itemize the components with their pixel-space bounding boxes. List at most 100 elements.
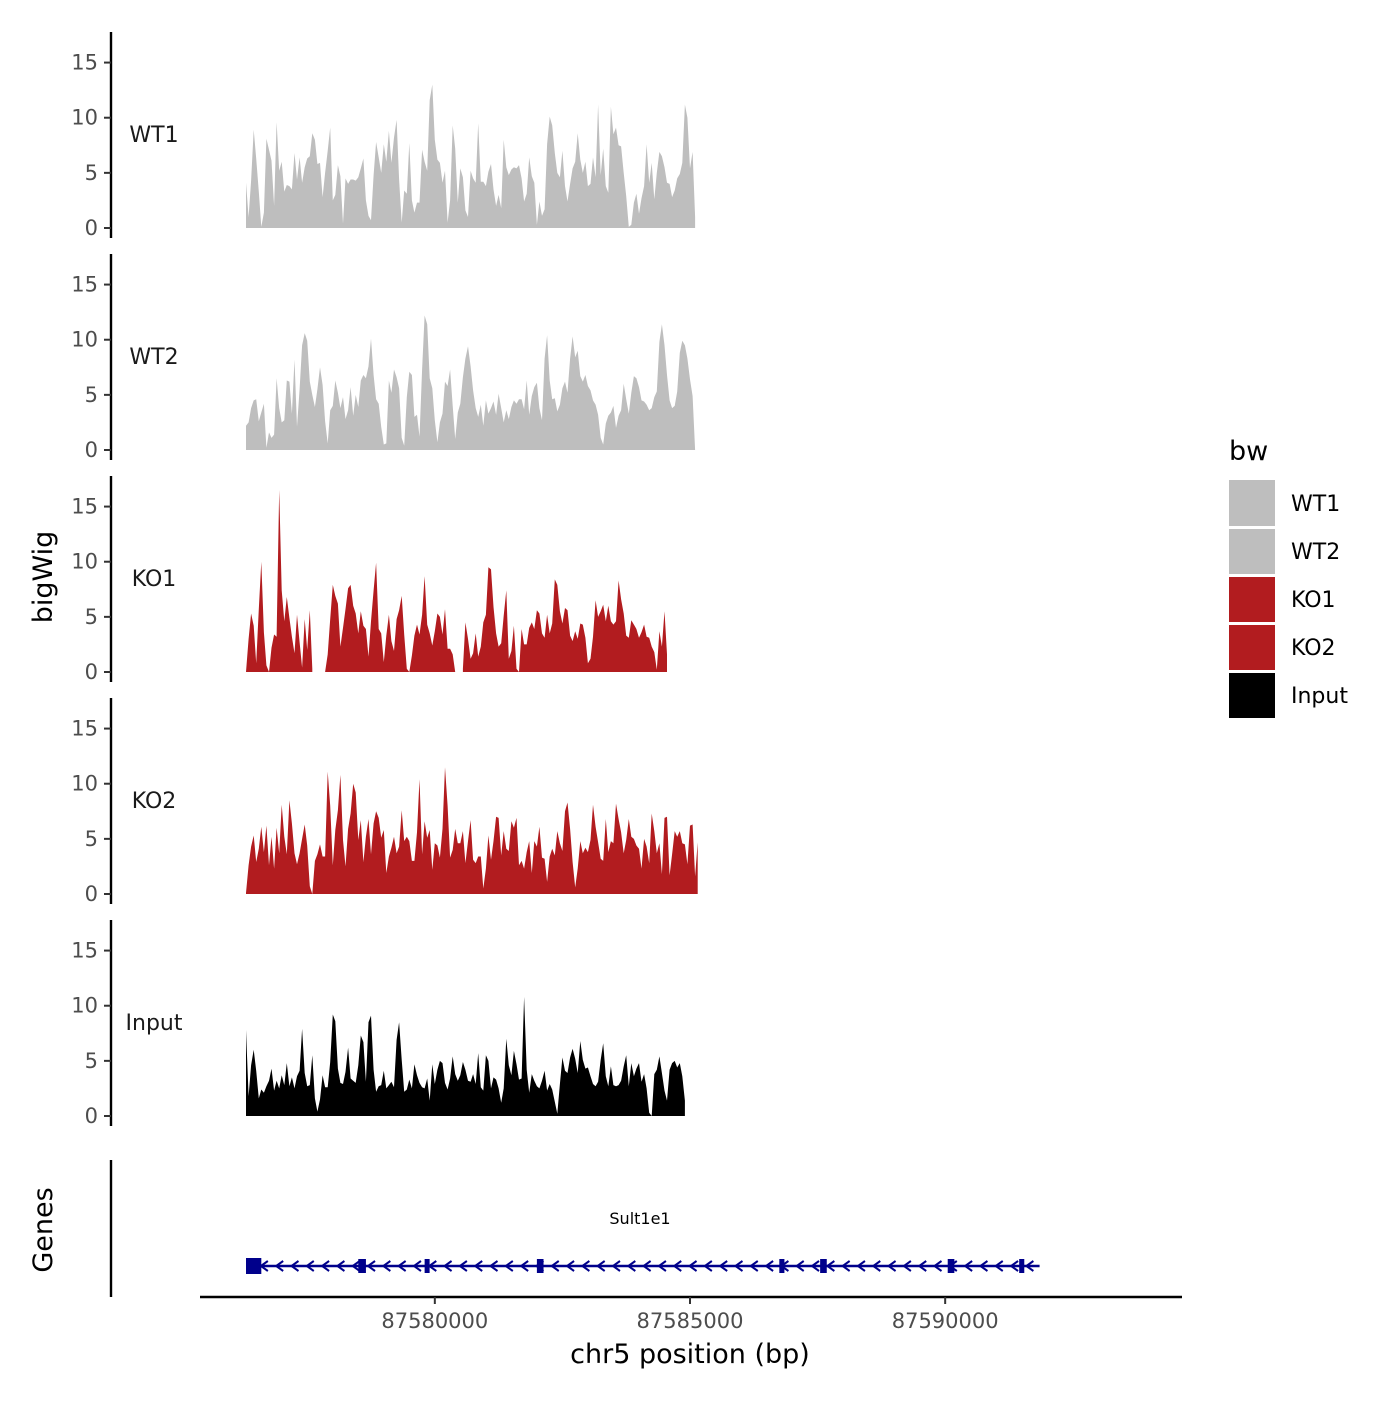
strand-arrow [795,1260,805,1272]
strand-arrow [412,1260,422,1272]
legend-title: bw [1229,436,1268,467]
coverage-area-ko2 [246,767,698,894]
y-tick-label: 15 [71,273,98,297]
y-tick-label: 0 [85,216,98,240]
strand-arrow [840,1260,851,1272]
strand-arrow [718,1260,728,1272]
strand-arrow [764,1260,774,1272]
gene-exon [536,1259,544,1273]
y-tick-label: 0 [85,882,98,906]
track-panels: 0 5 10 15 WT1 0 5 10 15 WT2 0 5 10 15 KO1 0 5 10 15 KO2 0 5 10… [71,32,698,1128]
coverage-area-wt1 [246,84,696,228]
strand-arrow [565,1260,575,1272]
y-tick-label: 5 [85,605,98,629]
legend-label-wt1: WT1 [1291,492,1340,517]
strand-arrow [550,1260,560,1272]
genes-axis-title: Genes [28,1187,59,1272]
x-tick-label: 87590000 [892,1309,999,1333]
y-tick-label: 15 [71,939,98,963]
x-tick-label: 87580000 [381,1309,488,1333]
gene-exon [779,1259,785,1273]
strand-arrow [978,1260,989,1272]
strand-arrow [396,1260,407,1272]
strand-arrow [335,1260,345,1272]
strand-arrow [856,1260,866,1272]
strand-arrow [1024,1260,1034,1272]
legend-swatch-wt2 [1229,528,1275,574]
y-tick-label: 5 [85,383,98,407]
y-axis-title: bigWig [28,531,59,624]
legend-items: WT1 WT2 KO1 KO2 Input [1229,480,1348,718]
gene-exon [947,1259,955,1273]
strand-arrow [458,1260,468,1272]
strand-arrow [473,1260,483,1272]
strand-arrow [825,1260,835,1272]
coverage-area-wt2 [246,315,696,450]
y-tick-label: 10 [71,328,98,352]
strand-arrow [595,1260,606,1272]
gene-label: Sult1e1 [609,1209,670,1228]
y-tick-label: 0 [85,1104,98,1128]
panel-ko2: 0 5 10 15 KO2 [71,698,698,906]
legend-label-input: Input [1291,684,1348,709]
strand-arrow [381,1260,391,1272]
x-ticks: 87580000 87585000 87590000 [381,1297,999,1333]
panel-label-wt1: WT1 [129,123,178,148]
panel-label-ko1: KO1 [132,567,177,592]
x-axis: 87580000 87585000 87590000 chr5 position (… [200,1295,1182,1370]
strand-arrow [611,1260,621,1272]
strand-arrow [305,1260,315,1272]
legend-swatch-input [1229,672,1275,718]
legend-swatch-ko1 [1229,576,1275,622]
gene-exon [246,1258,262,1274]
strand-arrow [274,1260,284,1272]
genes-track: Sult1e1 [109,1160,1040,1297]
gene-exon [1019,1259,1025,1273]
y-tick-label: 15 [71,495,98,519]
strand-arrow [641,1260,652,1272]
panel-label-input: Input [126,1011,183,1036]
y-tick-label: 10 [71,772,98,796]
strand-arrow [580,1260,590,1272]
panel-wt2: 0 5 10 15 WT2 [71,254,696,462]
panel-wt1: 0 5 10 15 WT1 [71,32,696,240]
strand-arrow [519,1260,529,1272]
legend-label-ko1: KO1 [1291,588,1336,613]
strand-arrow [932,1260,943,1272]
strand-arrow [886,1260,897,1272]
legend-label-ko2: KO2 [1291,636,1336,661]
x-tick-label: 87585000 [637,1309,744,1333]
panel-label-ko2: KO2 [132,789,177,814]
coverage-area-input [246,996,685,1116]
strand-arrow [442,1260,453,1272]
strand-arrow [351,1260,361,1272]
gene-exon [424,1259,430,1273]
strand-arrow [994,1260,1004,1272]
strand-arrow [917,1260,927,1272]
y-tick-label: 5 [85,1049,98,1073]
strand-arrow [749,1260,759,1272]
y-tick-label: 10 [71,106,98,130]
gene-model [246,1258,1040,1274]
strand-arrow [810,1260,820,1272]
gene-exon [358,1259,366,1273]
strand-arrow [289,1260,300,1272]
y-tick-label: 10 [71,550,98,574]
y-tick-label: 5 [85,161,98,185]
gene-exon [820,1259,827,1273]
strand-arrow [1009,1260,1019,1272]
strand-arrow [366,1260,376,1272]
strand-arrow [657,1260,667,1272]
y-tick-label: 15 [71,51,98,75]
strand-arrow [963,1260,973,1272]
panel-input: 0 5 10 15 Input [71,920,685,1128]
strand-arrow [687,1260,698,1272]
strand-arrow [902,1260,912,1272]
legend-label-wt2: WT2 [1291,540,1340,565]
y-tick-label: 0 [85,660,98,684]
y-tick-label: 5 [85,827,98,851]
strand-arrow [504,1260,514,1272]
y-tick-label: 15 [71,717,98,741]
legend-swatch-ko2 [1229,624,1275,670]
